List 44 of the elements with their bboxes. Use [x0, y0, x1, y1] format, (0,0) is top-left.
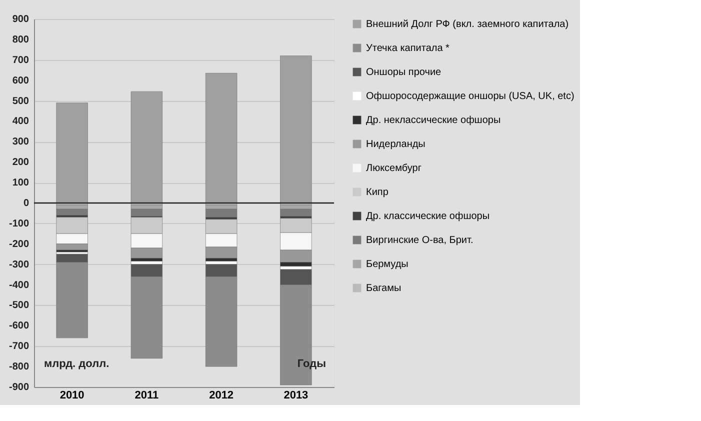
y-tick-label: 0 — [23, 198, 30, 209]
legend-label: Кипр — [366, 187, 389, 198]
y-tick-label: -600 — [8, 320, 30, 332]
y-tick-label: 700 — [12, 54, 30, 66]
y-tick-label: 800 — [12, 34, 30, 46]
y-tick-label: -300 — [8, 259, 30, 270]
y-tick-label: 300 — [12, 136, 30, 148]
legend-label: Др. классические офшоры — [366, 211, 490, 222]
x-tick-label: 2010 — [60, 390, 84, 402]
legend-label: Багамы — [366, 283, 402, 294]
legend-label: Люксембург — [366, 163, 422, 174]
y-tick-label: 400 — [12, 116, 30, 128]
x-tick-label: 2011 — [134, 390, 159, 402]
x-axis-title: Годы — [297, 358, 326, 370]
y-tick-label: -100 — [8, 218, 30, 230]
y-tick-label: -400 — [8, 280, 30, 291]
bar — [205, 73, 238, 204]
y-tick-label: -800 — [8, 362, 30, 373]
y-tick-label: -900 — [8, 382, 30, 393]
bar — [56, 102, 88, 204]
legend-label: Виргинские О-ва, Брит. — [366, 235, 474, 246]
bar — [56, 208, 88, 216]
bar — [130, 91, 163, 204]
y-tick-label: 500 — [12, 96, 30, 107]
legend-label: Внешний Долг РФ (вкл. заемного капитала) — [366, 19, 569, 30]
x-tick-label: 2012 — [209, 390, 234, 402]
bar — [280, 56, 312, 204]
y-tick-label: -200 — [8, 238, 30, 250]
legend-label: Др. неклассические офшоры — [366, 115, 501, 126]
bar — [205, 208, 238, 218]
legend-label: Бермуды — [366, 259, 408, 270]
y-tick-label: 600 — [12, 75, 30, 86]
legend-label: Нидерланды — [366, 139, 426, 150]
y-tick-label: 100 — [12, 178, 30, 189]
y-tick-label: -500 — [8, 300, 30, 312]
legend-label: Утечка капитала * — [366, 43, 450, 54]
x-tick-label: 2013 — [284, 390, 308, 402]
legend-label: Оншоры прочие — [366, 67, 442, 78]
y-tick-label: 900 — [12, 14, 30, 25]
legend-label: Офшоросодержащие оншоры (USA, UK, etc) — [366, 91, 574, 102]
y-axis-title: млрд. долл. — [44, 358, 110, 370]
y-tick-label: 200 — [12, 157, 30, 168]
y-tick-label: -700 — [8, 341, 30, 352]
bar — [280, 208, 312, 216]
